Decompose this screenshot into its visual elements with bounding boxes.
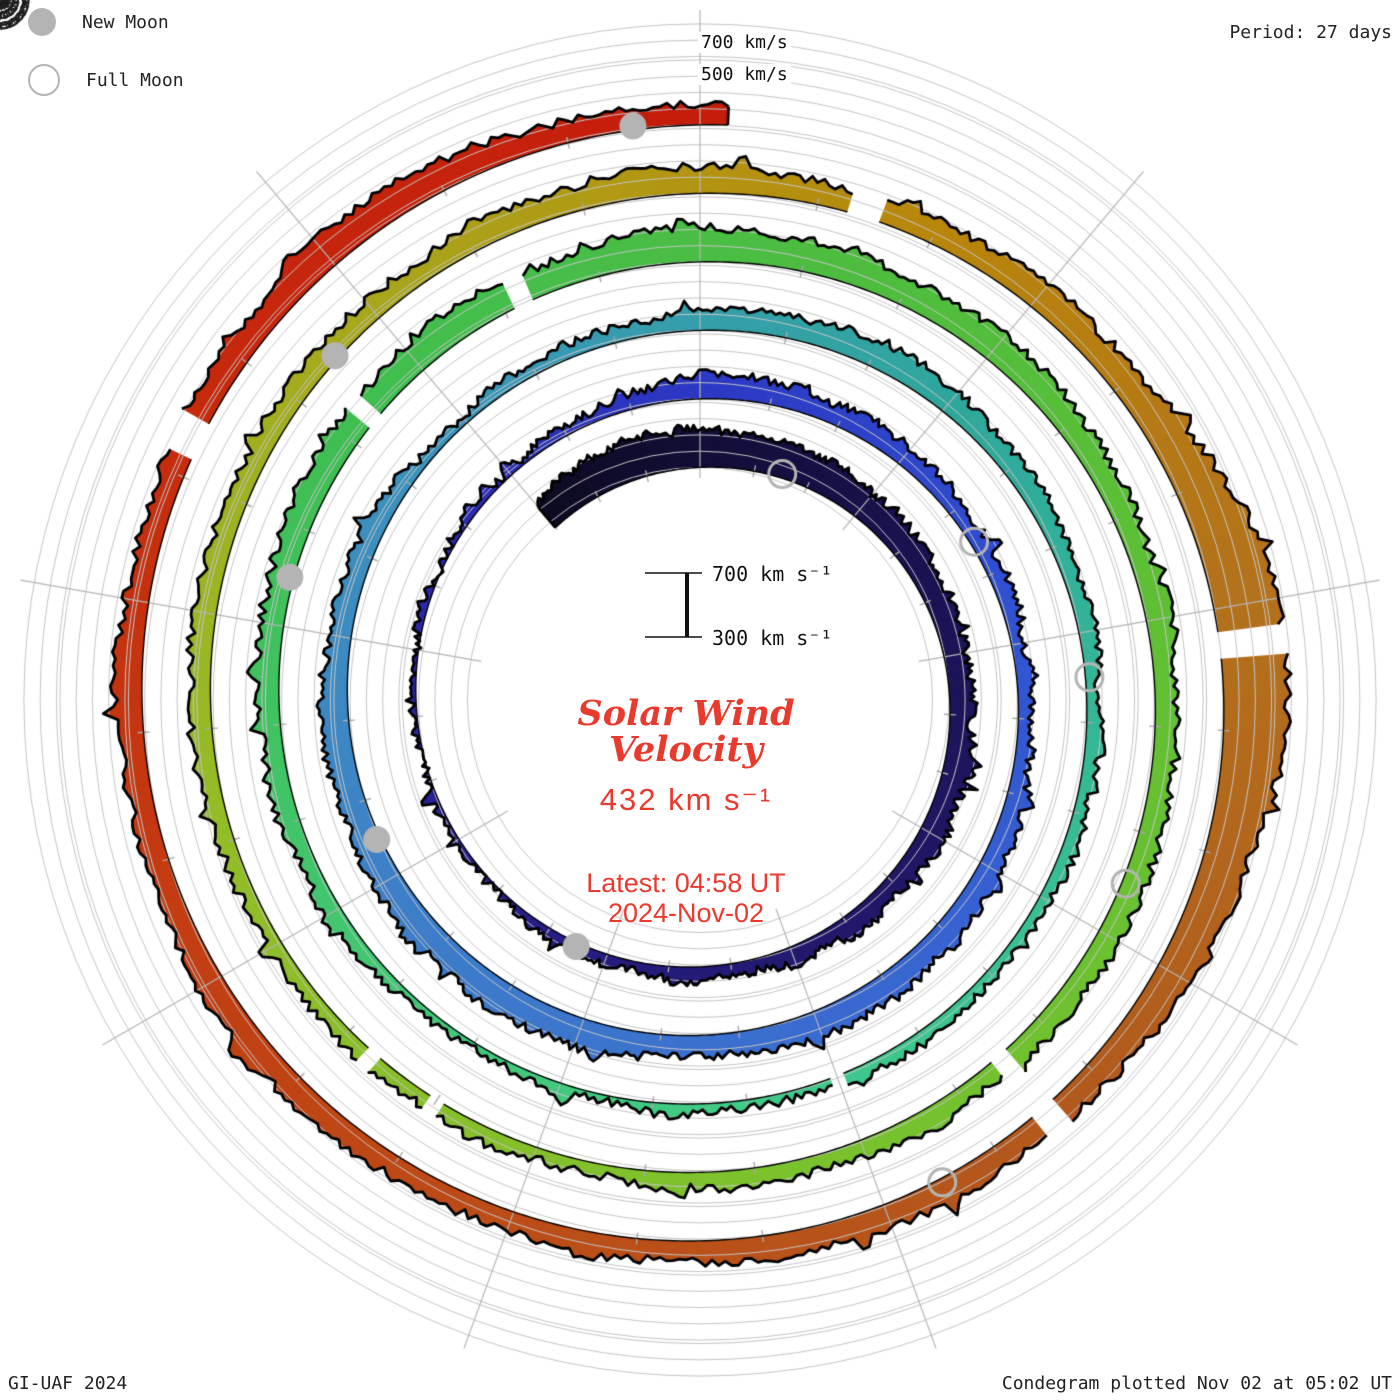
legend-new-moon: New Moon [28, 8, 169, 36]
center-annotation: Solar Wind Velocity 432 km s⁻¹ Latest: 0… [386, 693, 986, 929]
outer-axis-500-label: 500 km/s [698, 64, 791, 85]
latest-time-label: Latest: 04:58 UT [586, 868, 786, 898]
scale-bar-bottom-label: 300 km s⁻¹ [712, 626, 833, 650]
current-velocity-value: 432 km s⁻¹ [599, 782, 773, 817]
credit-label: GI-UAF 2024 [8, 1373, 128, 1394]
period-label: Period: 27 days [1229, 22, 1392, 43]
full-moon-icon [28, 64, 60, 96]
chart-title-line2: Velocity [609, 729, 763, 770]
legend-full-moon: Full Moon [28, 64, 184, 96]
latest-date-label: 2024-Nov-02 [607, 898, 765, 928]
velocity-scale-bar [645, 572, 702, 638]
new-moon-icon [28, 8, 56, 36]
full-moon-label: Full Moon [86, 69, 184, 91]
plotted-timestamp-label: Condegram plotted Nov 02 at 05:02 UT [1001, 1373, 1392, 1394]
scale-bar-top-label: 700 km s⁻¹ [712, 562, 833, 586]
outer-axis-700-label: 700 km/s [698, 32, 791, 53]
chart-title-line1: Solar Wind [577, 693, 795, 734]
new-moon-label: New Moon [82, 11, 169, 33]
